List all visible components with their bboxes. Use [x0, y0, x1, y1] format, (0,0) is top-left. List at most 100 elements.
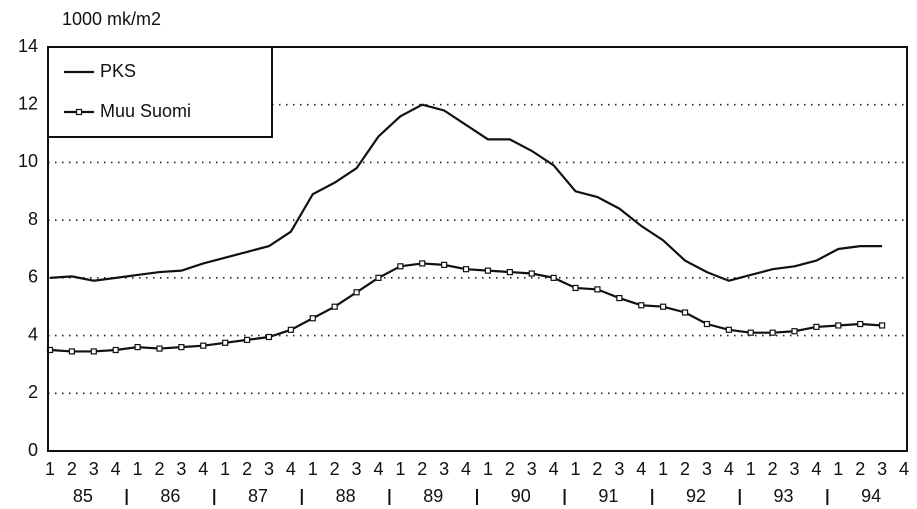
point-marker [112, 346, 119, 354]
x-tick-label: 2 [855, 459, 865, 479]
x-tick-label: 1 [133, 459, 143, 479]
year-label: 85 [73, 486, 93, 506]
x-tick-label: 1 [395, 459, 405, 479]
point-marker [243, 336, 251, 343]
x-tick-label: 2 [505, 459, 515, 479]
x-tick-label: 1 [746, 459, 756, 479]
x-tick-label: 1 [45, 459, 55, 479]
x-tick-label: 3 [176, 459, 186, 479]
x-tick-label: 3 [352, 459, 362, 479]
year-label: 92 [686, 486, 706, 506]
point-marker [156, 345, 163, 352]
point-marker [397, 263, 404, 270]
series-line [49, 262, 883, 353]
y-tick-label: 4 [28, 324, 38, 344]
x-tick-label: 4 [899, 459, 909, 479]
point-marker [200, 342, 207, 349]
x-tick-label: 2 [680, 459, 690, 479]
point-marker [660, 303, 667, 310]
point-marker [857, 320, 864, 328]
x-tick-label: 3 [439, 459, 449, 479]
y-tick-label: 2 [28, 382, 38, 402]
point-marker [791, 328, 798, 335]
year-label: 89 [423, 486, 443, 506]
year-label: 93 [774, 486, 794, 506]
point-marker [835, 322, 842, 329]
point-marker [178, 344, 185, 351]
year-label: 88 [336, 486, 356, 506]
point-marker [134, 344, 141, 351]
y-tick-label: 12 [18, 93, 38, 113]
x-tick-label: 4 [111, 459, 121, 479]
x-tick-label: 2 [592, 459, 602, 479]
legend-marker [75, 108, 83, 116]
x-tick-label: 1 [308, 459, 318, 479]
point-marker [594, 286, 601, 293]
legend-box [47, 46, 273, 138]
point-marker [90, 348, 97, 355]
point-marker [879, 322, 886, 329]
point-marker [419, 260, 426, 267]
x-tick-label: 1 [483, 459, 493, 479]
x-tick-label: 4 [549, 459, 559, 479]
legend-label: PKS [100, 61, 136, 81]
x-tick-label: 2 [67, 459, 77, 479]
x-tick-label: 3 [790, 459, 800, 479]
point-marker [331, 303, 338, 310]
x-tick-label: 2 [154, 459, 164, 479]
x-tick-label: 4 [373, 459, 383, 479]
plot-frame [47, 46, 908, 452]
legend-label: Muu Suomi [100, 101, 191, 121]
x-tick-label: 3 [89, 459, 99, 479]
point-marker [572, 284, 579, 292]
x-tick-label: 1 [658, 459, 668, 479]
x-tick-label: 1 [220, 459, 230, 479]
year-label: 90 [511, 486, 531, 506]
point-marker [550, 274, 557, 281]
year-label: 87 [248, 486, 268, 506]
point-marker [353, 289, 360, 296]
x-tick-label: 4 [811, 459, 821, 479]
point-marker [462, 266, 470, 273]
point-marker [769, 329, 776, 336]
point-marker [441, 261, 448, 268]
point-marker [528, 270, 535, 277]
x-tick-label: 3 [527, 459, 537, 479]
point-marker [265, 333, 273, 341]
x-tick-label: 4 [461, 459, 471, 479]
point-marker [813, 323, 820, 331]
x-tick-label: 1 [833, 459, 843, 479]
year-label: 94 [861, 486, 881, 506]
x-tick-label: 3 [614, 459, 624, 479]
point-marker [506, 268, 513, 276]
y-tick-label: 6 [28, 267, 38, 287]
x-tick-label: 3 [877, 459, 887, 479]
y-tick-label: 14 [18, 36, 38, 56]
x-tick-label: 4 [636, 459, 646, 479]
y-tick-label: 10 [18, 151, 38, 171]
point-marker [681, 309, 689, 316]
x-tick-label: 3 [702, 459, 712, 479]
x-tick-label: 2 [768, 459, 778, 479]
y-axis-label: 1000 mk/m2 [62, 9, 161, 29]
point-marker [287, 326, 294, 333]
point-marker [725, 326, 732, 333]
x-tick-label: 1 [571, 459, 581, 479]
point-marker [222, 339, 229, 346]
x-tick-label: 3 [264, 459, 274, 479]
point-marker [703, 320, 711, 328]
point-marker [68, 348, 75, 355]
year-label: 91 [598, 486, 618, 506]
x-tick-label: 4 [724, 459, 734, 479]
x-tick-label: 4 [286, 459, 296, 479]
y-tick-label: 8 [28, 209, 38, 229]
point-marker [484, 267, 492, 274]
point-marker [747, 329, 754, 336]
y-tick-label: 0 [28, 440, 38, 460]
x-tick-label: 2 [417, 459, 427, 479]
x-tick-label: 4 [198, 459, 208, 479]
x-tick-label: 2 [330, 459, 340, 479]
point-marker [616, 294, 623, 302]
point-marker [309, 315, 316, 322]
